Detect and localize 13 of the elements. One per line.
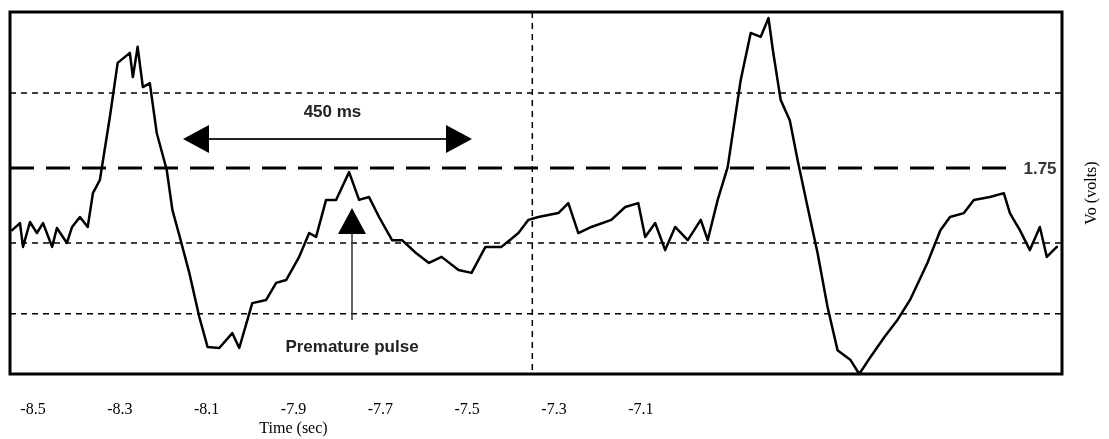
x-tick-label: -7.3 (541, 400, 567, 417)
annotation: 450 ms (303, 102, 362, 121)
y-axis-title: Vo (volts) (1082, 161, 1100, 225)
x-axis-title: Time (sec) (259, 419, 328, 437)
x-tick-label: -8.3 (107, 400, 133, 417)
x-tick-label: -7.1 (628, 400, 654, 417)
annotation: 1.75 (1023, 158, 1057, 178)
x-tick-label: -8.5 (20, 400, 46, 417)
x-tick-label: -7.7 (367, 400, 394, 417)
x-tick-label: -7.9 (280, 400, 307, 417)
annotation: Premature pulse (285, 337, 419, 356)
x-tick-label: -8.1 (194, 400, 220, 417)
x-tick-label: -7.5 (454, 400, 480, 417)
